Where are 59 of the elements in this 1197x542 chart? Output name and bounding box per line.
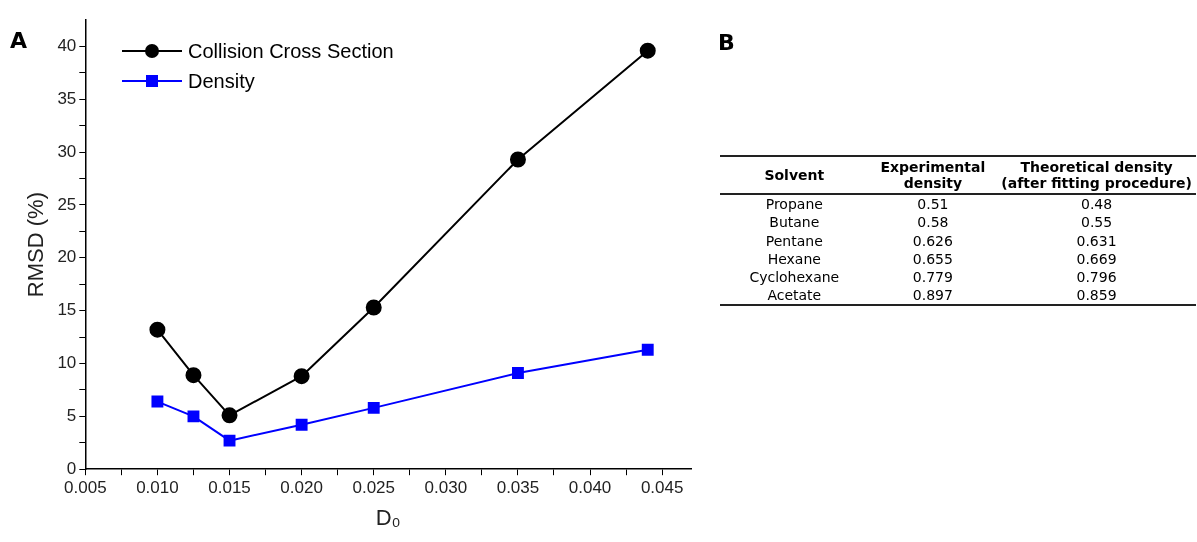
point xyxy=(512,367,524,379)
legend-label: Collision Cross Section xyxy=(188,39,394,63)
data-label: 0.859 xyxy=(1075,286,1118,306)
y-tick-label: 30 xyxy=(57,141,77,161)
y-tick-label: 15 xyxy=(57,300,77,320)
legend-label: Density xyxy=(188,69,255,93)
point xyxy=(149,321,166,338)
point xyxy=(185,367,202,384)
y-axis-title: RMSD (%) xyxy=(23,192,49,298)
point xyxy=(367,401,380,414)
data-label: 0.796 xyxy=(1075,267,1118,287)
y-tick-label: 25 xyxy=(57,194,77,214)
point xyxy=(295,418,308,431)
text: B xyxy=(718,30,735,55)
x-tick-label: 0.005 xyxy=(64,478,107,498)
point xyxy=(509,151,526,168)
point xyxy=(365,299,382,316)
category-label: Cyclohexane xyxy=(748,267,841,287)
point xyxy=(293,368,310,385)
data-label: 0.626 xyxy=(911,231,954,250)
point xyxy=(639,42,656,59)
category-label: Propane xyxy=(764,195,824,214)
data-label: 0.779 xyxy=(911,267,954,287)
x-tick-label: 0.035 xyxy=(496,478,540,498)
y-tick-label: 5 xyxy=(66,406,77,426)
point xyxy=(151,395,164,408)
category-label: Pentane xyxy=(764,231,824,250)
chart-title: A xyxy=(10,28,28,53)
y-tick-label: 0 xyxy=(66,458,77,478)
text: Theoretical density (after fitting procedure) xyxy=(1000,158,1193,194)
category-label: Butane xyxy=(768,213,821,232)
y-tick-label: 35 xyxy=(57,88,77,108)
x-tick-label: 0.045 xyxy=(640,478,684,498)
data-label: 0.655 xyxy=(911,249,954,268)
x-tick-label: 0.010 xyxy=(136,478,179,498)
point xyxy=(223,434,236,447)
data-label: 0.669 xyxy=(1075,249,1118,268)
x-tick-label: 0.030 xyxy=(424,478,468,498)
x-axis-title: D₀ xyxy=(375,504,401,530)
x-tick-label: 0.015 xyxy=(208,478,251,498)
data-label: 0.48 xyxy=(1080,195,1114,214)
category-label: Hexane xyxy=(766,249,822,268)
text: Experimental density xyxy=(879,158,987,194)
y-tick-label: 40 xyxy=(57,36,77,56)
data-label: 0.631 xyxy=(1075,231,1118,250)
point xyxy=(221,407,238,424)
x-tick-label: 0.040 xyxy=(568,478,612,498)
data-label: 0.55 xyxy=(1080,213,1114,232)
y-tick-label: 10 xyxy=(57,353,77,373)
data-label: 0.58 xyxy=(916,213,950,232)
y-tick-label: 20 xyxy=(57,247,77,267)
data-label: 0.51 xyxy=(916,195,950,214)
category-label: Acetate xyxy=(766,286,823,306)
point xyxy=(187,410,200,423)
x-tick-label: 0.025 xyxy=(352,478,396,498)
x-tick-label: 0.020 xyxy=(280,478,323,498)
data-label: 0.897 xyxy=(911,286,954,306)
point xyxy=(641,343,654,356)
text: Solvent xyxy=(763,166,826,186)
